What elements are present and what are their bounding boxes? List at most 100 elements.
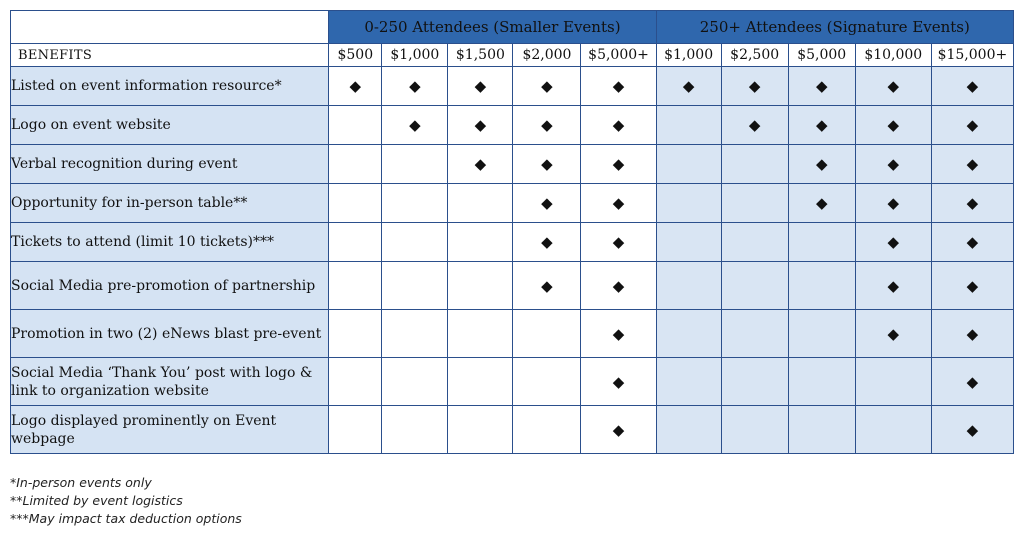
signature-tier-cell bbox=[655, 357, 722, 406]
signature-tier-cell: ◆ bbox=[930, 105, 1015, 145]
signature-tier-cell: ◆ bbox=[930, 405, 1015, 454]
diamond-icon: ◆ bbox=[748, 116, 761, 134]
signature-tier-cell: ◆ bbox=[787, 144, 856, 184]
small-tier-cell: ◆ bbox=[580, 105, 657, 145]
signature-tier-cell: ◆ bbox=[930, 357, 1015, 406]
benefits-table-body: Listed on event information resource* ◆ ◆ ◆… bbox=[9, 66, 1015, 454]
small-tier-cell: ◆ bbox=[580, 66, 657, 106]
small-tier-cell bbox=[512, 357, 582, 406]
diamond-icon: ◆ bbox=[815, 77, 828, 95]
small-tier-cell bbox=[328, 183, 383, 223]
diamond-icon: ◆ bbox=[887, 324, 900, 343]
signature-tier-cell bbox=[655, 144, 722, 184]
small-tier-cell: ◆ bbox=[580, 261, 657, 310]
signature-tier-cell: ◆ bbox=[930, 66, 1015, 106]
small-tier-cell bbox=[328, 222, 383, 262]
small-tier-cell bbox=[381, 183, 449, 223]
signature-tier-cell: ◆ bbox=[854, 183, 932, 223]
price-tier-signature-3: $10,000 bbox=[854, 43, 932, 67]
price-tier-small-3: $2,000 bbox=[512, 43, 582, 67]
footnotes: *In-person events only **Limited by event… bbox=[10, 474, 242, 528]
sponsorship-benefits-table: 0-250 Attendees (Smaller Events) 250+ At… bbox=[9, 10, 1015, 454]
signature-tier-cell bbox=[720, 309, 789, 358]
signature-tier-cell bbox=[720, 357, 789, 406]
price-tier-row: BENEFITS $500 $1,000 $1,500 $2,000 $5,000+ $1… bbox=[9, 43, 1015, 67]
diamond-icon: ◆ bbox=[612, 194, 625, 212]
diamond-icon: ◆ bbox=[815, 155, 828, 173]
signature-tier-cell bbox=[787, 222, 856, 262]
diamond-icon: ◆ bbox=[682, 77, 695, 95]
benefit-label: Social Media pre-promotion of partnershi… bbox=[9, 261, 330, 310]
signature-tier-cell bbox=[655, 261, 722, 310]
benefit-label: Logo displayed prominently on Event webp… bbox=[9, 405, 330, 454]
signature-tier-cell bbox=[787, 261, 856, 310]
signature-tier-cell: ◆ bbox=[854, 66, 932, 106]
diamond-icon: ◆ bbox=[541, 233, 553, 251]
small-tier-cell: ◆ bbox=[381, 105, 449, 145]
price-tier-small-1: $1,000 bbox=[381, 43, 449, 67]
signature-tier-cell bbox=[720, 183, 789, 223]
diamond-icon: ◆ bbox=[887, 276, 900, 295]
signature-tier-cell bbox=[854, 405, 932, 454]
small-tier-cell: ◆ bbox=[447, 105, 514, 145]
small-tier-cell bbox=[328, 261, 383, 310]
diamond-icon: ◆ bbox=[612, 420, 625, 439]
small-tier-cell bbox=[381, 144, 449, 184]
signature-tier-cell bbox=[655, 183, 722, 223]
small-tier-cell: ◆ bbox=[580, 405, 657, 454]
signature-tier-cell: ◆ bbox=[930, 261, 1015, 310]
diamond-icon: ◆ bbox=[887, 194, 900, 212]
small-tier-cell bbox=[328, 309, 383, 358]
price-tier-signature-0: $1,000 bbox=[655, 43, 722, 67]
table-row: Promotion in two (2) eNews blast pre-eve… bbox=[9, 309, 1015, 358]
small-tier-cell: ◆ bbox=[328, 66, 383, 106]
diamond-icon: ◆ bbox=[612, 372, 625, 391]
small-tier-cell: ◆ bbox=[447, 144, 514, 184]
footnote: *In-person events only bbox=[10, 475, 152, 490]
small-tier-cell bbox=[381, 309, 449, 358]
diamond-icon: ◆ bbox=[612, 155, 625, 173]
signature-tier-cell bbox=[787, 357, 856, 406]
table-row: Listed on event information resource* ◆ ◆ ◆… bbox=[9, 66, 1015, 106]
signature-tier-cell bbox=[655, 222, 722, 262]
small-tier-cell: ◆ bbox=[580, 222, 657, 262]
table-row: Social Media ‘Thank You’ post with logo … bbox=[9, 357, 1015, 406]
small-tier-cell bbox=[328, 105, 383, 145]
blank-corner-cell bbox=[9, 10, 330, 44]
small-tier-cell: ◆ bbox=[512, 222, 582, 262]
diamond-icon: ◆ bbox=[612, 276, 625, 295]
signature-tier-cell bbox=[720, 405, 789, 454]
small-tier-cell bbox=[447, 183, 514, 223]
small-tier-cell: ◆ bbox=[580, 144, 657, 184]
diamond-icon: ◆ bbox=[966, 194, 979, 212]
benefit-label: Verbal recognition during event bbox=[9, 144, 330, 184]
signature-tier-cell: ◆ bbox=[930, 144, 1015, 184]
price-tier-small-4: $5,000+ bbox=[580, 43, 657, 67]
small-tier-cell bbox=[328, 144, 383, 184]
group-header-signature-events: 250+ Attendees (Signature Events) bbox=[655, 10, 1015, 44]
signature-tier-cell: ◆ bbox=[854, 144, 932, 184]
price-tier-signature-4: $15,000+ bbox=[930, 43, 1015, 67]
diamond-icon: ◆ bbox=[887, 233, 900, 251]
diamond-icon: ◆ bbox=[887, 116, 900, 134]
diamond-icon: ◆ bbox=[966, 77, 979, 95]
signature-tier-cell bbox=[655, 405, 722, 454]
small-tier-cell bbox=[328, 357, 383, 406]
diamond-icon: ◆ bbox=[541, 116, 553, 134]
small-tier-cell: ◆ bbox=[512, 144, 582, 184]
diamond-icon: ◆ bbox=[541, 276, 553, 295]
diamond-icon: ◆ bbox=[815, 116, 828, 134]
diamond-icon: ◆ bbox=[612, 116, 625, 134]
small-tier-cell bbox=[447, 357, 514, 406]
diamond-icon: ◆ bbox=[474, 116, 487, 134]
price-tier-small-0: $500 bbox=[328, 43, 383, 67]
diamond-icon: ◆ bbox=[966, 116, 979, 134]
signature-tier-cell: ◆ bbox=[854, 261, 932, 310]
signature-tier-cell: ◆ bbox=[930, 183, 1015, 223]
diamond-icon: ◆ bbox=[815, 194, 828, 212]
benefit-label: Promotion in two (2) eNews blast pre-eve… bbox=[9, 309, 330, 358]
diamond-icon: ◆ bbox=[966, 324, 979, 343]
signature-tier-cell: ◆ bbox=[854, 222, 932, 262]
small-tier-cell bbox=[381, 261, 449, 310]
small-tier-cell: ◆ bbox=[580, 309, 657, 358]
